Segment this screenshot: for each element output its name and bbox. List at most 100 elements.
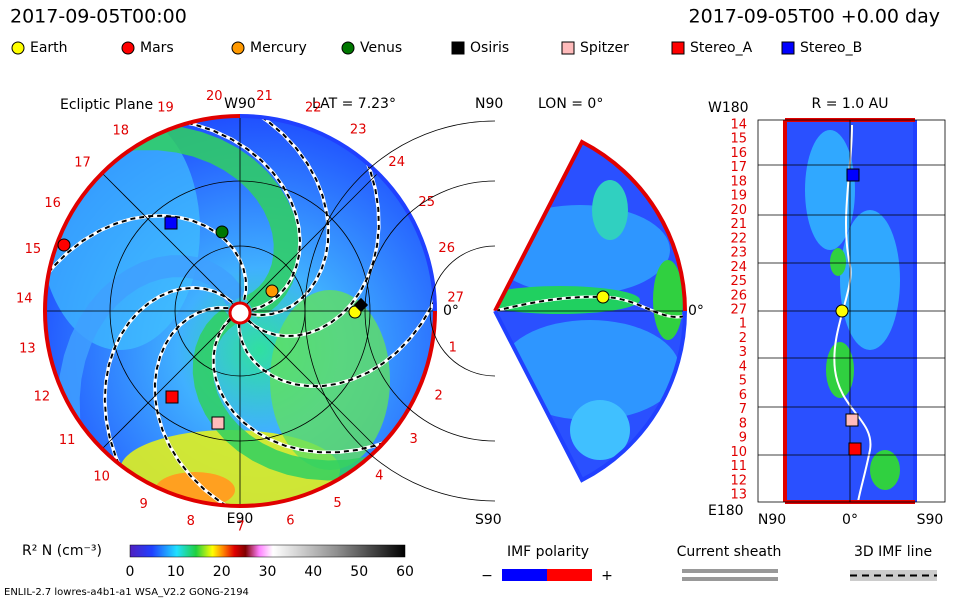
day-label: 12 [34, 390, 51, 405]
day-label: 7 [236, 520, 244, 535]
band [113, 124, 300, 319]
spitzer-marker [211, 416, 225, 430]
legend-label: Osiris [470, 40, 509, 56]
bottom-label: E90 [227, 511, 254, 527]
panel-title: R = 1.0 AU [812, 96, 889, 112]
colorbar-tick: 20 [213, 564, 231, 580]
imf-minus: − [481, 568, 493, 584]
legend-marker [671, 41, 685, 55]
day-label: 17 [730, 160, 747, 175]
rim [239, 310, 437, 508]
field-line [246, 130, 380, 338]
day-label: 4 [375, 469, 383, 484]
imf-negative [502, 569, 547, 581]
radial-panel: R = 1.0 AU W180 E180 N90 0° S90 14151617… [708, 96, 946, 528]
day-label: 14 [16, 292, 33, 307]
imf-line-swatch [850, 570, 937, 581]
bottom-label: E180 [708, 503, 744, 519]
imf-plus: + [601, 568, 613, 584]
mercury-marker [265, 284, 279, 298]
legend-label: Mercury [250, 40, 307, 56]
day-label: 3 [409, 432, 417, 447]
day-label: 8 [187, 514, 195, 529]
colorbar-tick: 40 [304, 564, 322, 580]
field [826, 342, 854, 398]
day-label: 22 [305, 100, 322, 115]
day-label: 24 [730, 260, 747, 275]
legend: Earth Mars Mercury Venus Osiris Spitzer Stereo… [11, 40, 862, 56]
field-line [229, 116, 330, 317]
day-label: 19 [157, 101, 174, 116]
stereo-a-marker [165, 390, 179, 404]
day-label: 27 [447, 290, 464, 305]
day-label: 26 [438, 241, 455, 256]
imf-positive [547, 569, 592, 581]
top-label: N90 [475, 96, 503, 112]
day-label: 18 [730, 174, 747, 189]
legend-label: Earth [30, 40, 68, 56]
footer: ENLIL-2.7 lowres-a4b1-a1 WSA_V2.2 GONG-2… [4, 587, 249, 598]
osiris-marker [353, 297, 369, 313]
day-label: 1 [449, 340, 457, 355]
day-label: 27 [730, 303, 747, 318]
day-label: 15 [25, 242, 42, 257]
day-label: 13 [19, 342, 36, 357]
day-label: 14 [730, 118, 747, 133]
day-labels: 1415161718192021222324252627123456789101… [730, 118, 747, 503]
imf-line-title: 3D IMF line [854, 544, 932, 560]
colorbar-tick: 10 [167, 564, 185, 580]
grid [758, 164, 945, 456]
day-label: 7 [739, 402, 747, 417]
day-label: 20 [730, 203, 747, 218]
time: 2017-09-05T00 +0.00 day [689, 6, 940, 28]
legend-label: Venus [360, 40, 402, 56]
left-label: N90 [758, 512, 786, 528]
stereo-b-marker [164, 216, 178, 230]
colorbar-tick: 30 [259, 564, 277, 580]
day-label: 2 [739, 331, 747, 346]
sheath-line [833, 124, 872, 503]
top-label: W90 [224, 96, 256, 112]
legend-marker [11, 41, 25, 55]
day-label: 10 [93, 469, 110, 484]
day-label: 8 [739, 416, 747, 431]
day-label: 10 [730, 445, 747, 460]
top-label: W180 [708, 100, 749, 116]
venus-marker [215, 225, 229, 239]
day-label: 23 [730, 246, 747, 261]
legend-label: Stereo_B [800, 40, 862, 56]
ring [429, 245, 496, 377]
day-label: 11 [59, 433, 76, 448]
earth-marker [835, 304, 849, 318]
spitzer-marker [845, 413, 859, 427]
field-line [153, 306, 259, 506]
sheath-title: Current sheath [677, 544, 782, 560]
bottom-label: S90 [475, 512, 502, 528]
legend-marker [451, 41, 465, 55]
day-label: 5 [333, 496, 341, 511]
ring [364, 180, 496, 442]
day-label: 23 [350, 123, 367, 138]
right-label: S90 [917, 512, 944, 528]
legend-label: Spitzer [580, 40, 629, 56]
legend-label: Stereo_A [690, 40, 753, 56]
field-line [45, 214, 248, 303]
colorbar-label: R² N (cm⁻³) [22, 543, 102, 559]
legend-marker [341, 41, 355, 55]
colorbar-tick: 0 [126, 564, 135, 580]
colorbar-tick: 60 [396, 564, 414, 580]
day-label: 2 [434, 389, 442, 404]
rim [493, 139, 687, 312]
day-label: 17 [74, 156, 91, 171]
field [805, 130, 855, 250]
rim [42, 114, 241, 508]
panel-title: Ecliptic Plane [60, 97, 153, 113]
stereo-b-marker [846, 168, 860, 182]
day-label: 24 [388, 155, 405, 170]
rim [239, 114, 437, 312]
day-label: 25 [418, 195, 435, 210]
field-line [212, 317, 418, 454]
day-label: 5 [739, 374, 747, 389]
